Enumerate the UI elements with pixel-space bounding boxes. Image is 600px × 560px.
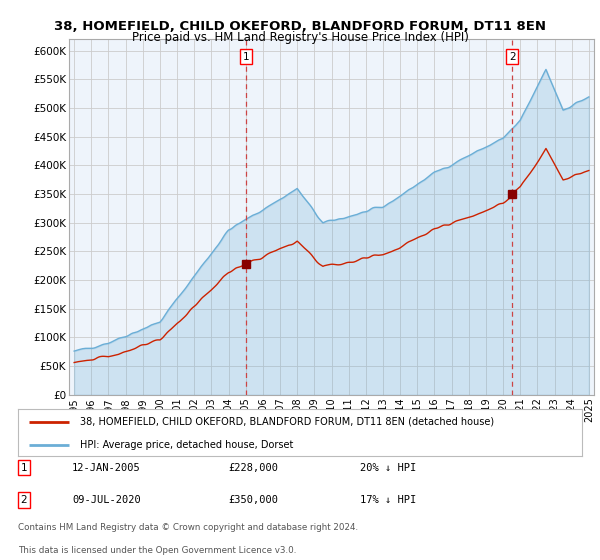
Text: 1: 1 xyxy=(20,463,28,473)
Text: 17% ↓ HPI: 17% ↓ HPI xyxy=(360,495,416,505)
Text: 38, HOMEFIELD, CHILD OKEFORD, BLANDFORD FORUM, DT11 8EN: 38, HOMEFIELD, CHILD OKEFORD, BLANDFORD … xyxy=(54,20,546,32)
Text: 09-JUL-2020: 09-JUL-2020 xyxy=(72,495,141,505)
Text: 2: 2 xyxy=(20,495,28,505)
Text: 12-JAN-2005: 12-JAN-2005 xyxy=(72,463,141,473)
Text: 1: 1 xyxy=(243,52,250,62)
Text: 38, HOMEFIELD, CHILD OKEFORD, BLANDFORD FORUM, DT11 8EN (detached house): 38, HOMEFIELD, CHILD OKEFORD, BLANDFORD … xyxy=(80,417,494,427)
Text: HPI: Average price, detached house, Dorset: HPI: Average price, detached house, Dors… xyxy=(80,440,293,450)
Text: £228,000: £228,000 xyxy=(228,463,278,473)
Text: Contains HM Land Registry data © Crown copyright and database right 2024.: Contains HM Land Registry data © Crown c… xyxy=(18,523,358,532)
Text: This data is licensed under the Open Government Licence v3.0.: This data is licensed under the Open Gov… xyxy=(18,545,296,554)
Text: £350,000: £350,000 xyxy=(228,495,278,505)
Text: 20% ↓ HPI: 20% ↓ HPI xyxy=(360,463,416,473)
Text: 2: 2 xyxy=(509,52,515,62)
Text: Price paid vs. HM Land Registry's House Price Index (HPI): Price paid vs. HM Land Registry's House … xyxy=(131,31,469,44)
